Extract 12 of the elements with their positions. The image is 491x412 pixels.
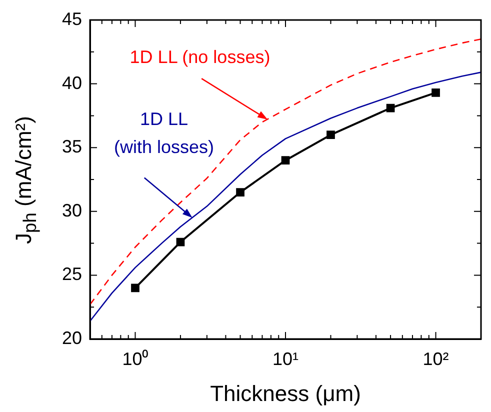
annotation: 1D LL (no losses) (130, 46, 270, 67)
y-tick-label: 25 (62, 264, 82, 284)
x-tick-label: 10¹ (272, 348, 299, 369)
y-tick-label: 20 (62, 328, 82, 348)
y-tick-label: 35 (62, 136, 82, 157)
y-tick-label: 45 (62, 8, 82, 29)
y-tick-label: 30 (62, 200, 82, 220)
x-tick-label: 10² (422, 348, 449, 369)
y-tick-label: 40 (62, 72, 82, 93)
x-tick-label: 10⁰ (122, 348, 148, 369)
annotation: 1D LL (with losses) (114, 108, 214, 157)
x-axis-title: Thickness (μm) (210, 380, 361, 406)
